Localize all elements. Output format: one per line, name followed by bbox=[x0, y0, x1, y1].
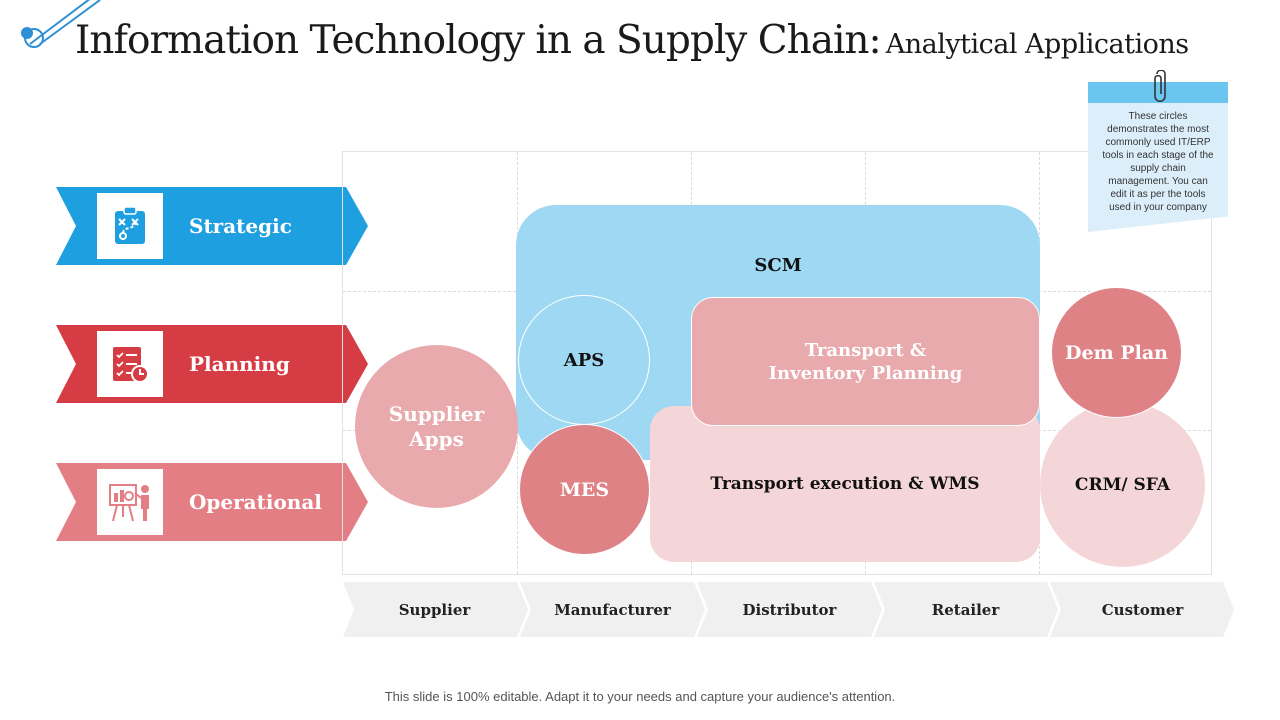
stage-retailer: Retailer bbox=[931, 600, 1000, 619]
stage-distributor: Distributor bbox=[742, 600, 837, 619]
transport-execution-label: Transport execution & WMS bbox=[710, 474, 980, 494]
note-body bbox=[1088, 103, 1228, 232]
level-strategic: Strategic bbox=[56, 187, 368, 265]
level-label-planning: Planning bbox=[189, 352, 290, 376]
supplier-apps-label: Supplier Apps bbox=[388, 401, 485, 451]
paperclip-icon bbox=[1154, 70, 1166, 103]
scm-label: SCM bbox=[754, 255, 802, 276]
transport-execution-block: Transport execution & WMS bbox=[650, 406, 1040, 562]
level-label-strategic: Strategic bbox=[189, 214, 292, 238]
presentation-icon bbox=[97, 469, 163, 535]
transport-inventory-block: Transport & Inventory Planning bbox=[691, 297, 1040, 426]
paperclip-decoration bbox=[21, 0, 101, 48]
mes-label: MES bbox=[559, 478, 610, 501]
checklist-clock-icon bbox=[97, 331, 163, 397]
stage-manufacturer: Manufacturer bbox=[554, 600, 671, 619]
stage-supplier: Supplier bbox=[398, 600, 471, 619]
transport-inventory-label: Transport & Inventory Planning bbox=[768, 339, 963, 384]
page-title: Information Technology in a Supply Chain… bbox=[75, 18, 1189, 63]
level-planning: Planning bbox=[56, 325, 368, 403]
title-main: Information Technology in a Supply Chain… bbox=[75, 18, 882, 63]
mes-circle: MES bbox=[519, 424, 650, 555]
note-header bbox=[1088, 82, 1228, 103]
sticky-note: These circles demonstrates the most comm… bbox=[1088, 82, 1228, 232]
crm-sfa-label: CRM/ SFA bbox=[1074, 474, 1171, 495]
note-text: These circles demonstrates the most comm… bbox=[1102, 111, 1214, 213]
aps-label: APS bbox=[563, 349, 605, 371]
aps-circle: APS bbox=[518, 295, 650, 425]
strategy-board-icon bbox=[97, 193, 163, 259]
footer-text: This slide is 100% editable. Adapt it to… bbox=[384, 689, 896, 704]
level-label-operational: Operational bbox=[189, 490, 322, 514]
supplier-apps-circle: Supplier Apps bbox=[355, 345, 518, 508]
title-sub: Analytical Applications bbox=[885, 29, 1189, 60]
dem-plan-label: Dem Plan bbox=[1065, 341, 1168, 364]
level-operational: Operational bbox=[56, 463, 368, 541]
stage-customer: Customer bbox=[1101, 600, 1184, 619]
crm-sfa-circle: CRM/ SFA bbox=[1040, 402, 1205, 567]
dem-plan-circle: Dem Plan bbox=[1051, 287, 1182, 418]
